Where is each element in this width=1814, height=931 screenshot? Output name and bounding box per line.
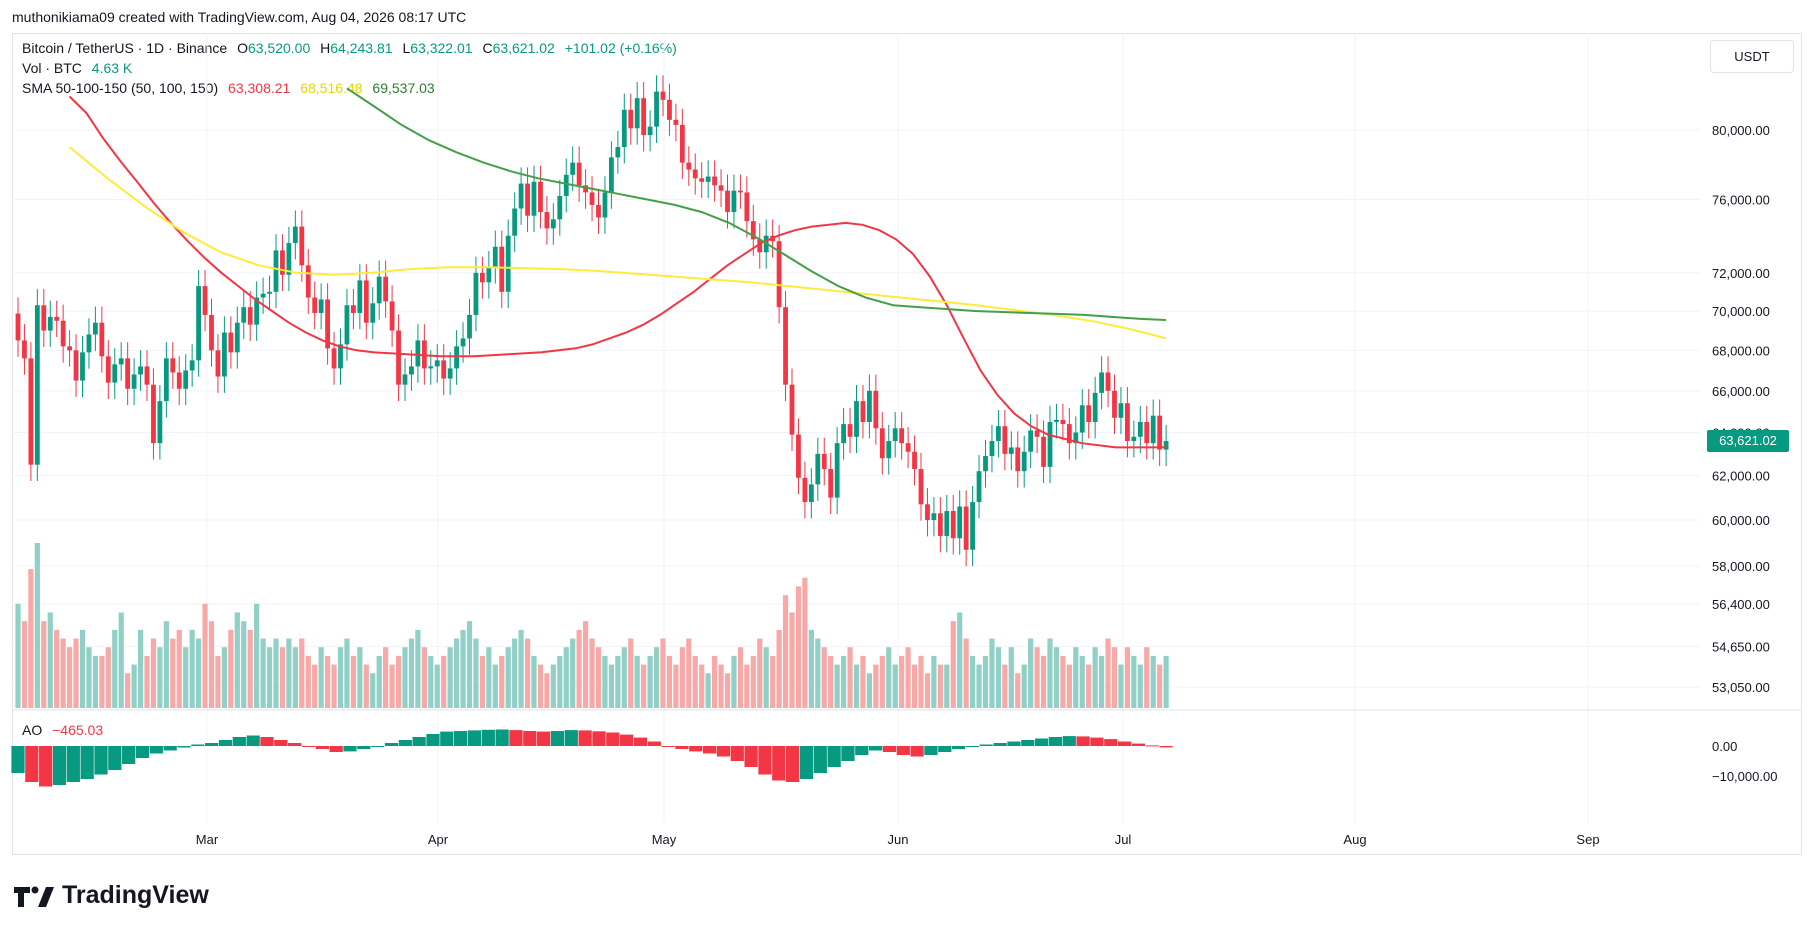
- sma50-value: 63,308.21: [228, 80, 291, 96]
- volume-value: 4.63 K: [91, 60, 133, 76]
- brand-name: TradingView: [62, 881, 209, 909]
- sma-legend[interactable]: SMA 50-100-150 (50, 100, 150) 63,308.21 …: [22, 80, 441, 96]
- symbol-legend: Bitcoin / TetherUS · 1D · Binance O63,52…: [22, 40, 683, 56]
- author-credit: muthonikiama09 created with TradingView.…: [12, 9, 467, 25]
- ao-label: AO: [22, 722, 43, 738]
- tradingview-logo[interactable]: TradingView: [14, 881, 209, 910]
- ao-legend[interactable]: AO −465.03: [22, 722, 109, 738]
- chart-frame[interactable]: [12, 33, 1802, 855]
- symbol-title[interactable]: Bitcoin / TetherUS · 1D · Binance: [22, 40, 228, 56]
- ao-value: −465.03: [52, 722, 104, 738]
- price-change: +101.02 (+0.16%): [564, 40, 677, 56]
- ohlc-low: L63,322.01: [402, 40, 473, 56]
- ohlc-open: O63,520.00: [237, 40, 311, 56]
- sma150-value: 69,537.03: [372, 80, 435, 96]
- currency-button[interactable]: USDT: [1710, 40, 1794, 73]
- sma-label: SMA 50-100-150 (50, 100, 150): [22, 80, 219, 96]
- sma100-value: 68,516.48: [300, 80, 363, 96]
- tradingview-logo-icon: [14, 886, 54, 907]
- volume-legend[interactable]: Vol · BTC 4.63 K: [22, 60, 138, 76]
- ohlc-close: C63,621.02: [482, 40, 555, 56]
- volume-label: Vol · BTC: [22, 60, 82, 76]
- last-price-badge: 63,621.02: [1707, 430, 1789, 452]
- ohlc-high: H64,243.81: [320, 40, 393, 56]
